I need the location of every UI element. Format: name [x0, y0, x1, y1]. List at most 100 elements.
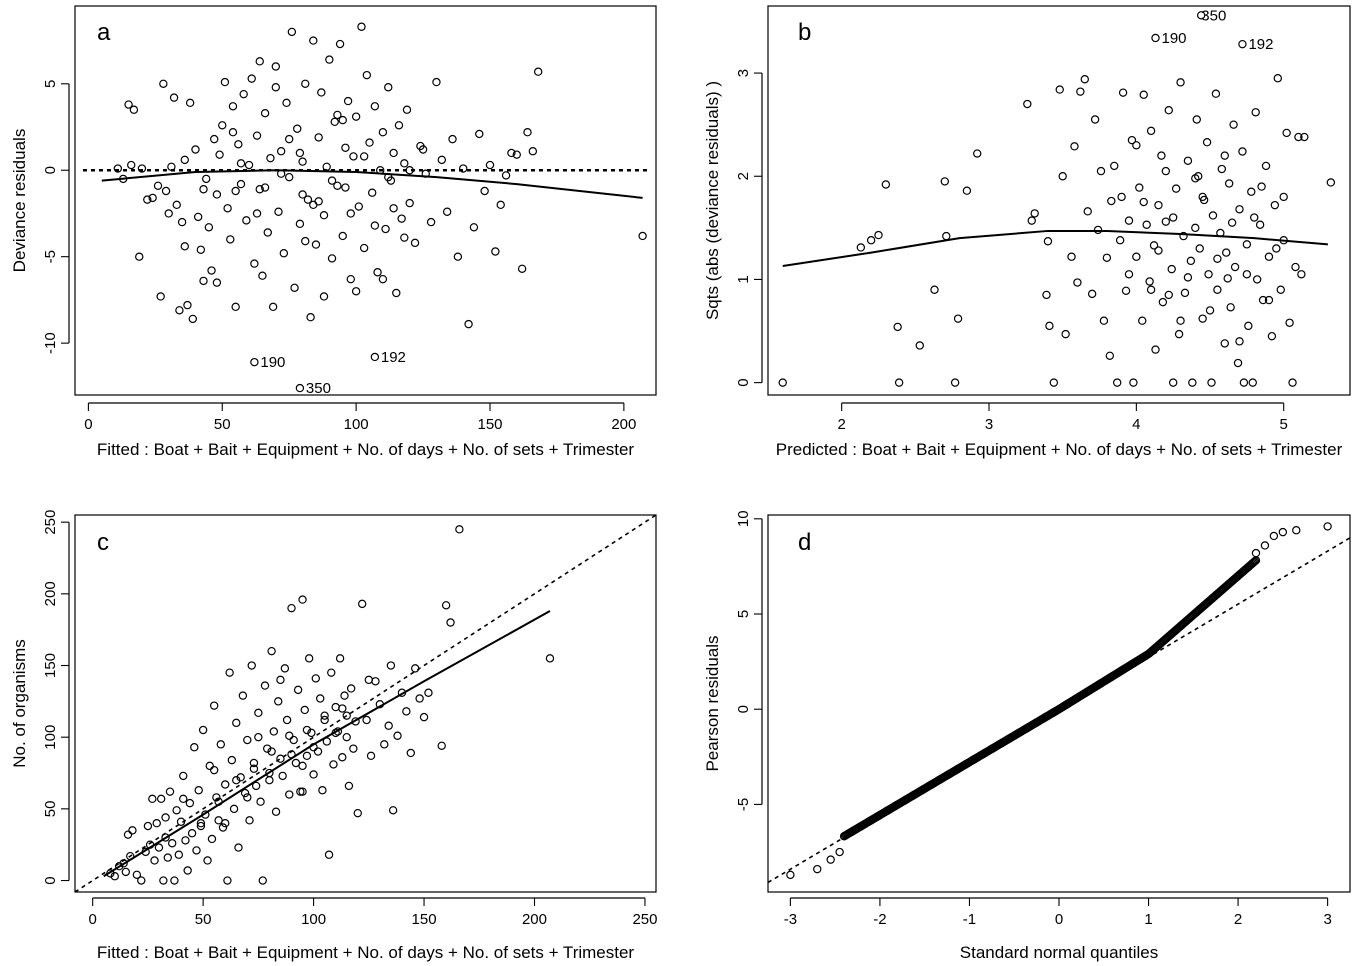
- data-point: [228, 102, 238, 111]
- data-point: [442, 207, 452, 216]
- data-point: [397, 214, 406, 223]
- data-point: [528, 147, 538, 156]
- data-point: [1294, 132, 1303, 142]
- data-point: [342, 711, 351, 720]
- data-point: [1207, 378, 1216, 387]
- data-point: [168, 839, 177, 848]
- data-point: [370, 221, 380, 230]
- data-point: [232, 775, 241, 785]
- data-point: [915, 341, 924, 350]
- data-point: [400, 159, 409, 168]
- y-axis-title: Pearson residuals: [703, 635, 722, 771]
- data-point: [135, 252, 144, 261]
- data-point: [1168, 378, 1178, 387]
- data-point: [1282, 128, 1291, 138]
- data-point: [359, 243, 369, 253]
- x-tick-label: 150: [412, 911, 437, 928]
- data-point: [1027, 216, 1036, 225]
- data-point: [319, 292, 329, 301]
- x-axis-title: Fitted : Boat + Bait + Equipment + No. o…: [97, 440, 635, 459]
- data-point: [183, 866, 192, 875]
- x-tick-label: 3: [985, 416, 993, 433]
- data-point: [1251, 548, 1261, 558]
- data-point: [501, 171, 511, 180]
- y-tick-label: 2: [735, 172, 752, 180]
- y-tick-label: 0: [735, 705, 752, 713]
- data-point: [1164, 106, 1173, 115]
- data-point: [346, 209, 355, 218]
- data-point: [302, 751, 312, 761]
- data-point: [1224, 179, 1234, 188]
- data-point: [183, 300, 192, 310]
- data-point: [304, 654, 314, 663]
- data-point: [485, 160, 495, 170]
- data-point: [1238, 147, 1247, 156]
- data-point: [177, 217, 187, 227]
- data-point: [143, 195, 152, 204]
- data-point: [159, 876, 168, 885]
- data-point: [193, 212, 203, 222]
- data-point: [127, 160, 136, 170]
- data-point: [172, 200, 181, 210]
- data-point: [1192, 115, 1201, 124]
- x-axis-title: Fitted : Boat + Bait + Equipment + No. o…: [97, 943, 635, 962]
- data-point: [295, 383, 305, 393]
- x-tick-label: 200: [611, 416, 636, 433]
- data-point: [1110, 161, 1119, 171]
- data-point: [318, 786, 327, 795]
- data-point: [353, 808, 362, 818]
- data-point: [274, 697, 283, 706]
- data-point: [1242, 240, 1252, 249]
- data-point: [271, 62, 281, 71]
- data-point: [1222, 248, 1231, 257]
- data-point: [410, 238, 420, 248]
- data-point: [1217, 164, 1227, 174]
- data-point: [1204, 270, 1213, 279]
- data-point: [1230, 262, 1240, 272]
- data-point: [367, 188, 377, 197]
- x-tick-label: 100: [301, 911, 326, 928]
- data-point: [371, 677, 380, 686]
- data-point: [234, 140, 243, 149]
- data-point: [1194, 172, 1203, 181]
- data-point: [953, 314, 963, 323]
- data-layer: [75, 515, 656, 892]
- data-point: [243, 735, 252, 745]
- data-point: [362, 70, 372, 80]
- x-tick-label: 2: [837, 416, 845, 433]
- data-point: [459, 164, 468, 173]
- data-point: [1080, 75, 1089, 84]
- data-point: [1273, 74, 1283, 83]
- data-point: [258, 876, 267, 885]
- data-point: [464, 319, 473, 329]
- data-point: [164, 209, 173, 218]
- data-point: [298, 595, 307, 604]
- data-point: [950, 378, 960, 387]
- data-point: [930, 285, 939, 294]
- data-point: [148, 794, 157, 804]
- data-point: [1183, 156, 1193, 165]
- data-point: [826, 855, 835, 864]
- data-point: [1154, 246, 1163, 255]
- data-point: [137, 164, 147, 173]
- data-point: [343, 96, 353, 106]
- data-point: [1291, 262, 1300, 272]
- data-point: [163, 853, 172, 862]
- data-point: [491, 247, 500, 256]
- data-point: [638, 231, 647, 241]
- data-point: [196, 245, 206, 254]
- data-point: [1244, 321, 1253, 331]
- data-point: [254, 708, 263, 718]
- data-point: [893, 322, 902, 332]
- data-point: [1090, 115, 1100, 124]
- data-point: [196, 818, 206, 828]
- data-point: [278, 771, 287, 781]
- data-point: [161, 186, 171, 196]
- data-point: [1158, 297, 1168, 307]
- data-point: [426, 217, 436, 227]
- data-point: [232, 718, 241, 728]
- data-point: [1146, 285, 1156, 294]
- point-annotation: 192: [1248, 36, 1273, 53]
- data-point: [1227, 218, 1237, 227]
- data-point: [258, 271, 267, 280]
